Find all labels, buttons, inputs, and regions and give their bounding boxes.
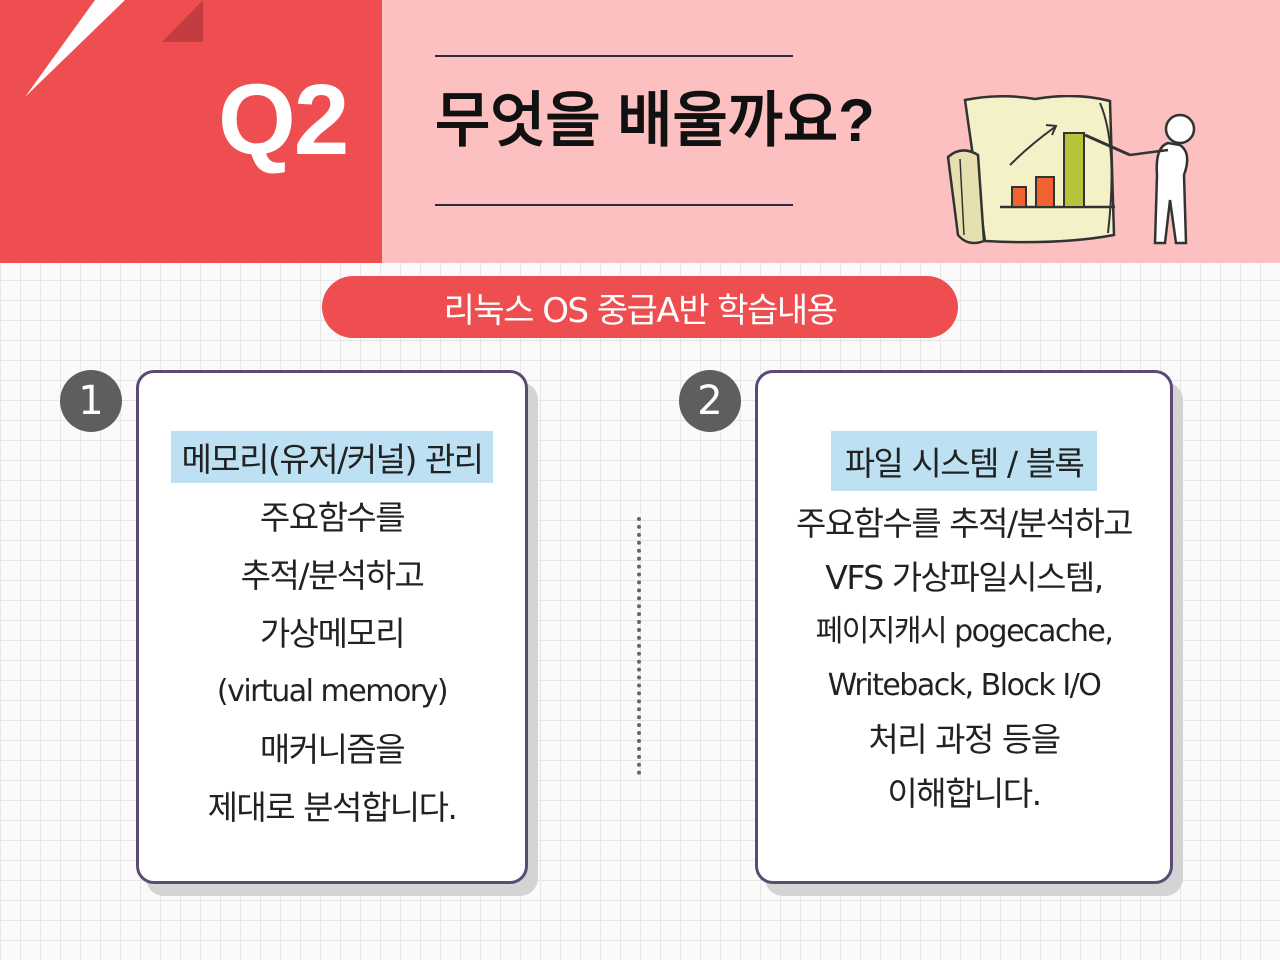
page-title: 무엇을 배울까요? [435,87,875,154]
card-heading-1: 메모리(유저/커널) 관리 [171,431,493,483]
card-line: 추적/분석하고 [240,556,425,595]
card-number-badge-1: 1 [60,370,122,432]
card-number-badge-2: 2 [679,370,741,432]
presentation-chart-icon [946,95,1196,245]
header-banner: Q2 무엇을 배울까요? [0,0,1280,263]
card-line: 제대로 분석합니다. [207,788,458,827]
card-line: Writeback, Block I/O [827,668,1102,703]
card-line: 가상메모리 [259,614,406,653]
header-red-panel: Q2 [0,0,382,263]
decorative-corner-icon [25,0,203,97]
title-top-rule [435,55,793,57]
learning-card-2: 파일 시스템 / 블록 주요함수를 추적/분석하고 VFS 가상파일시스템, 페… [755,370,1173,884]
card-line: 주요함수를 [259,498,406,537]
question-number: Q2 [218,64,349,176]
card-line: 이해합니다. [887,774,1042,813]
card-heading-2: 파일 시스템 / 블록 [830,431,1098,491]
title-bottom-rule [435,204,793,206]
learning-card-1: 메모리(유저/커널) 관리 주요함수를 추적/분석하고 가상메모리 (virtu… [136,370,528,884]
card-line: 주요함수를 추적/분석하고 [795,504,1134,543]
card-line: VFS 가상파일시스템, [825,558,1104,597]
card-line: (virtual memory) [216,674,449,709]
card-line: 페이지캐시 pogecache, [815,614,1114,649]
dotted-divider [637,517,641,775]
course-title-pill: 리눅스 OS 중급A반 학습내용 [322,276,958,338]
card-line: 매커니즘을 [259,730,406,769]
card-line: 처리 과정 등을 [868,720,1061,759]
